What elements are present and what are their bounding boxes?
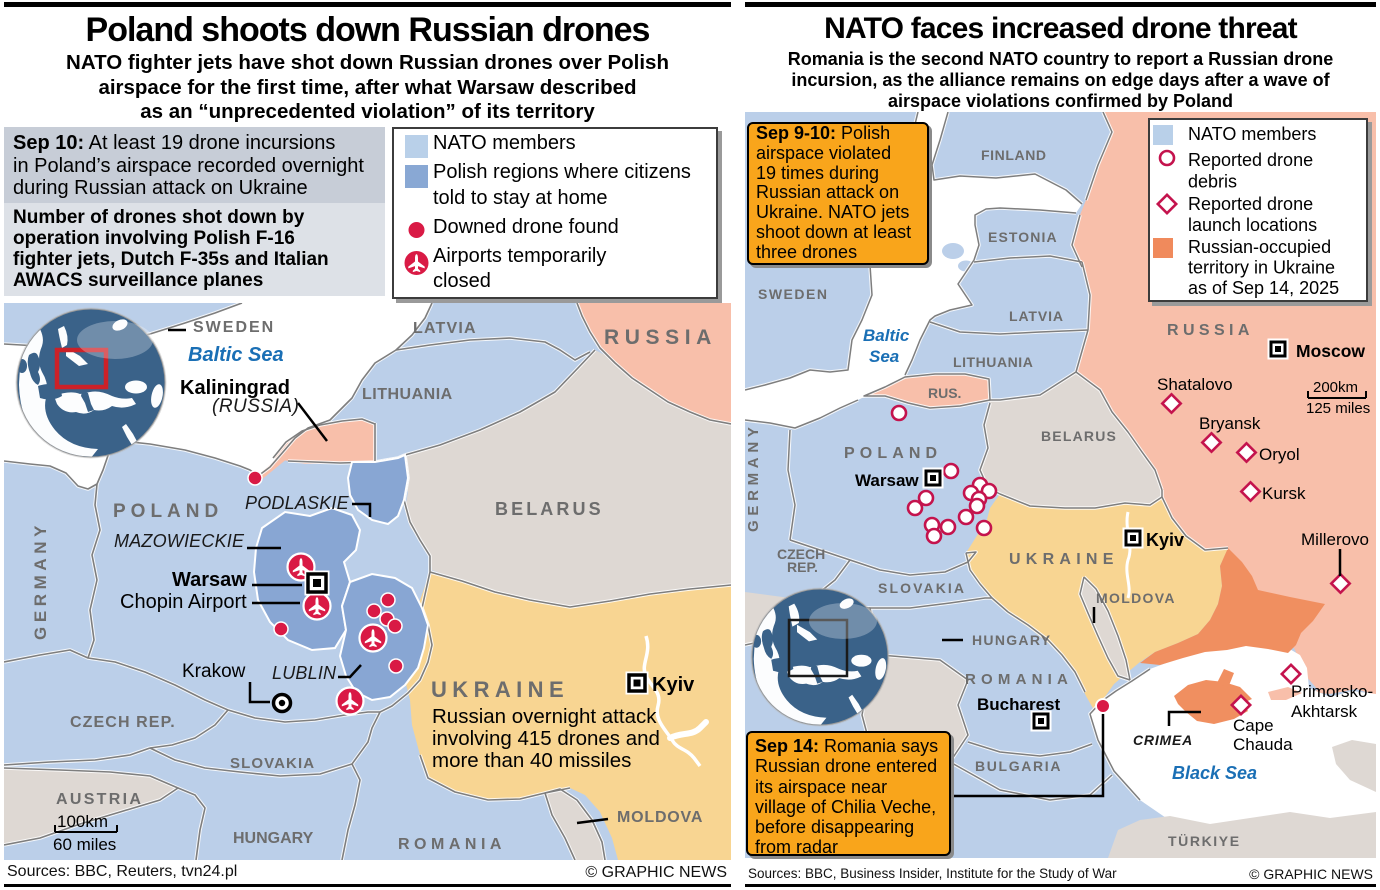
svg-text:debris: debris: [1188, 172, 1237, 192]
svg-text:Kyiv: Kyiv: [652, 674, 695, 696]
svg-text:Kyiv: Kyiv: [1146, 530, 1184, 550]
svg-text:TÜRKIYE: TÜRKIYE: [1168, 833, 1241, 849]
svg-text:LATVIA: LATVIA: [413, 320, 477, 337]
svg-text:as of Sep 14, 2025: as of Sep 14, 2025: [1188, 278, 1339, 298]
svg-text:HUNGARY: HUNGARY: [233, 830, 314, 847]
svg-text:HUNGARY: HUNGARY: [972, 632, 1051, 648]
svg-text:MOLDOVA: MOLDOVA: [617, 809, 703, 826]
svg-text:Cape: Cape: [1233, 716, 1274, 735]
svg-text:NATO members: NATO members: [433, 132, 576, 154]
svg-text:closed: closed: [433, 270, 491, 292]
svg-text:Warsaw: Warsaw: [855, 471, 919, 490]
svg-text:200km: 200km: [1313, 379, 1358, 396]
svg-text:Moscow: Moscow: [1296, 341, 1365, 361]
svg-text:involving 415 drones and: involving 415 drones and: [432, 727, 660, 750]
svg-text:Warsaw: Warsaw: [172, 569, 247, 591]
svg-text:Chopin Airport: Chopin Airport: [120, 591, 247, 613]
svg-text:Primorsko-: Primorsko-: [1291, 682, 1373, 701]
svg-text:Reported drone: Reported drone: [1188, 194, 1313, 214]
svg-text:MAZOWIECKIE: MAZOWIECKIE: [114, 531, 245, 551]
svg-text:RUSSIA: RUSSIA: [604, 326, 717, 349]
svg-text:Oryol: Oryol: [1259, 445, 1300, 464]
svg-text:(RUSSIA): (RUSSIA): [212, 396, 299, 417]
svg-text:told to stay at home: told to stay at home: [433, 187, 608, 209]
svg-text:Airports temporarily: Airports temporarily: [433, 245, 606, 267]
svg-text:Kaliningrad: Kaliningrad: [180, 377, 290, 399]
svg-text:100km: 100km: [57, 812, 108, 831]
svg-text:Polish regions where citizens: Polish regions where citizens: [433, 161, 691, 183]
svg-text:SWEDEN: SWEDEN: [758, 286, 828, 302]
svg-text:FINLAND: FINLAND: [981, 147, 1047, 163]
svg-text:Kursk: Kursk: [1262, 484, 1306, 503]
svg-text:LUBLIN: LUBLIN: [272, 663, 337, 683]
svg-text:LITHUANIA: LITHUANIA: [362, 386, 453, 403]
svg-text:POLAND: POLAND: [844, 445, 942, 462]
svg-text:60 miles: 60 miles: [53, 835, 116, 854]
svg-text:LATVIA: LATVIA: [1009, 308, 1064, 324]
svg-text:more than 40 missiles: more than 40 missiles: [432, 749, 631, 772]
svg-text:Russian-occupied: Russian-occupied: [1188, 237, 1331, 257]
svg-text:BELARUS: BELARUS: [1041, 428, 1117, 444]
svg-text:BELARUS: BELARUS: [495, 499, 604, 519]
svg-text:MOLDOVA: MOLDOVA: [1096, 590, 1176, 606]
svg-text:launch locations: launch locations: [1188, 215, 1317, 235]
svg-text:125 miles: 125 miles: [1306, 400, 1370, 417]
svg-text:Krakow: Krakow: [182, 661, 246, 682]
svg-text:territory in Ukraine: territory in Ukraine: [1188, 258, 1335, 278]
svg-text:GERMANY: GERMANY: [31, 521, 50, 640]
svg-text:RUSSIA: RUSSIA: [1167, 322, 1254, 339]
svg-text:SWEDEN: SWEDEN: [193, 319, 275, 336]
svg-text:Russian overnight attack: Russian overnight attack: [432, 705, 657, 728]
svg-text:CZECH: CZECH: [777, 546, 825, 562]
svg-text:Reported drone: Reported drone: [1188, 150, 1313, 170]
svg-text:GERMANY: GERMANY: [745, 422, 762, 532]
svg-text:Black Sea: Black Sea: [1172, 763, 1257, 783]
svg-text:BULGARIA: BULGARIA: [975, 758, 1062, 774]
svg-text:Millerovo: Millerovo: [1301, 530, 1369, 549]
svg-text:RUS.: RUS.: [928, 385, 961, 401]
svg-text:Chauda: Chauda: [1233, 735, 1293, 754]
svg-text:Akhtarsk: Akhtarsk: [1291, 702, 1358, 721]
svg-text:CZECH REP.: CZECH REP.: [70, 714, 176, 731]
svg-text:Shatalovo: Shatalovo: [1157, 375, 1233, 394]
svg-text:ESTONIA: ESTONIA: [988, 229, 1058, 245]
svg-text:UKRAINE: UKRAINE: [1009, 551, 1119, 568]
svg-text:ROMANIA: ROMANIA: [398, 836, 506, 853]
svg-text:PODLASKIE: PODLASKIE: [245, 493, 350, 513]
svg-text:UKRAINE: UKRAINE: [431, 677, 569, 702]
svg-text:POLAND: POLAND: [113, 501, 223, 522]
svg-text:Bucharest: Bucharest: [977, 695, 1060, 714]
svg-text:Bryansk: Bryansk: [1199, 414, 1261, 433]
svg-text:AUSTRIA: AUSTRIA: [56, 791, 143, 808]
svg-text:Baltic Sea: Baltic Sea: [188, 344, 284, 366]
svg-text:SLOVAKIA: SLOVAKIA: [878, 580, 966, 596]
svg-text:CRIMEA: CRIMEA: [1133, 732, 1193, 748]
svg-text:ROMANIA: ROMANIA: [965, 671, 1073, 688]
svg-text:Downed drone found: Downed drone found: [433, 216, 619, 238]
svg-text:REP.: REP.: [787, 559, 818, 575]
svg-text:SLOVAKIA: SLOVAKIA: [230, 755, 315, 772]
svg-text:LITHUANIA: LITHUANIA: [953, 354, 1033, 370]
svg-text:NATO members: NATO members: [1188, 124, 1316, 144]
